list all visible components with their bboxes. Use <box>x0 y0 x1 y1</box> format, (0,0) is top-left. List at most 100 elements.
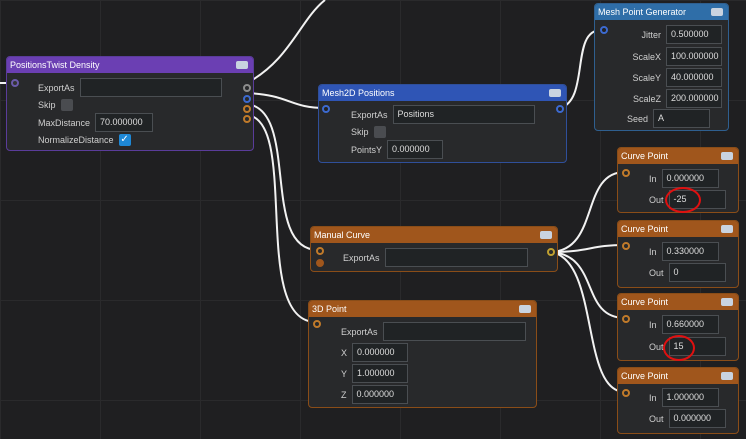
wire <box>246 0 326 84</box>
jitter-input[interactable]: 0.500000 <box>666 25 722 44</box>
comment-icon[interactable] <box>721 372 733 380</box>
jitter-label: Jitter <box>641 29 661 40</box>
skip-checkbox[interactable] <box>60 99 73 111</box>
x-label: X <box>341 347 348 358</box>
in-label: In <box>649 392 657 403</box>
export-as-input[interactable] <box>79 78 222 97</box>
export-as-input[interactable] <box>384 248 528 267</box>
input-port[interactable] <box>322 105 330 113</box>
z-label: Z <box>341 389 347 400</box>
out-label: Out <box>649 413 664 424</box>
node-header[interactable]: Curve Point <box>618 221 738 237</box>
comment-icon[interactable] <box>519 305 531 313</box>
out-label: Out <box>649 267 664 278</box>
node-header[interactable]: Mesh Point Generator <box>595 4 728 20</box>
comment-icon[interactable] <box>711 8 723 16</box>
node-header[interactable]: 3D Point <box>309 301 536 317</box>
scale-y-label: ScaleY <box>632 72 661 83</box>
export-as-label: ExportAs <box>351 109 388 120</box>
comment-icon[interactable] <box>721 298 733 306</box>
node-header[interactable]: Curve Point <box>618 294 738 310</box>
z-input[interactable]: 0.000000 <box>351 385 408 404</box>
output-port[interactable] <box>243 115 251 123</box>
export-as-input[interactable] <box>382 322 526 341</box>
input-port[interactable] <box>622 389 630 397</box>
node-header[interactable]: PositionsTwist Density <box>7 57 253 73</box>
max-distance-label: MaxDistance <box>38 117 91 128</box>
out-label: Out <box>649 341 664 352</box>
input-port[interactable] <box>622 242 630 250</box>
comment-icon[interactable] <box>721 152 733 160</box>
scale-x-input[interactable]: 100.000000 <box>666 47 722 66</box>
comment-icon[interactable] <box>236 61 248 69</box>
node-title: Curve Point <box>621 151 669 161</box>
seed-input[interactable]: A <box>653 109 710 128</box>
node-header[interactable]: Mesh2D Positions <box>319 85 566 101</box>
output-port[interactable] <box>243 95 251 103</box>
export-as-input[interactable]: Positions <box>392 105 535 124</box>
wire <box>550 244 626 253</box>
comment-icon[interactable] <box>540 231 552 239</box>
normalize-distance-checkbox[interactable]: ✓ <box>118 134 131 146</box>
out-label: Out <box>649 194 664 205</box>
input-port[interactable] <box>622 169 630 177</box>
node-title: Mesh2D Positions <box>322 88 395 98</box>
scale-z-input[interactable]: 200.000000 <box>666 89 722 108</box>
node-curve-point[interactable]: Curve Point In 1.000000 Out 0.000000 <box>617 367 739 434</box>
seed-label: Seed <box>626 113 648 124</box>
in-label: In <box>649 319 657 330</box>
wire <box>550 171 626 253</box>
comment-icon[interactable] <box>549 89 561 97</box>
in-label: In <box>649 246 657 257</box>
skip-label: Skip <box>351 127 369 137</box>
points-y-input[interactable]: 0.000000 <box>387 140 444 159</box>
y-label: Y <box>341 368 348 379</box>
x-input[interactable]: 0.000000 <box>352 343 409 362</box>
node-title: Curve Point <box>621 371 669 381</box>
node-title: Manual Curve <box>314 230 371 240</box>
annotation-circle <box>663 335 695 361</box>
in-input[interactable]: 0.330000 <box>661 242 719 261</box>
comment-icon[interactable] <box>721 225 733 233</box>
wire <box>246 114 317 323</box>
skip-label: Skip <box>38 100 56 110</box>
node-mesh-point-generator[interactable]: Mesh Point Generator Jitter 0.500000 Scal… <box>594 3 729 131</box>
wire <box>550 251 626 393</box>
scale-y-input[interactable]: 40.000000 <box>666 68 722 87</box>
output-port[interactable] <box>243 105 251 113</box>
skip-checkbox[interactable] <box>373 126 386 138</box>
y-input[interactable]: 1.000000 <box>352 364 409 383</box>
input-port[interactable] <box>316 259 324 267</box>
input-port[interactable] <box>11 79 19 87</box>
wire <box>559 29 602 109</box>
node-mesh2d-positions[interactable]: Mesh2D Positions ExportAs Positions Skip … <box>318 84 567 163</box>
out-input[interactable]: 0 <box>668 263 726 282</box>
export-as-label: ExportAs <box>341 326 378 337</box>
node-curve-point[interactable]: Curve Point In 0.330000 Out 0 <box>617 220 739 288</box>
input-port[interactable] <box>600 26 608 34</box>
node-header[interactable]: Manual Curve <box>311 227 557 243</box>
output-port[interactable] <box>556 105 564 113</box>
node-title: Curve Point <box>621 297 669 307</box>
out-input[interactable]: 0.000000 <box>668 409 726 428</box>
input-port[interactable] <box>316 247 324 255</box>
input-port[interactable] <box>313 320 321 328</box>
output-port[interactable] <box>547 248 555 256</box>
node-title: 3D Point <box>312 304 347 314</box>
node-title: PositionsTwist Density <box>10 60 100 70</box>
output-port[interactable] <box>243 84 251 92</box>
scale-x-label: ScaleX <box>632 51 661 62</box>
node-header[interactable]: Curve Point <box>618 148 738 164</box>
points-y-label: PointsY <box>351 144 383 155</box>
max-distance-input[interactable]: 70.000000 <box>95 113 154 132</box>
input-port[interactable] <box>622 315 630 323</box>
wire <box>246 92 326 109</box>
in-input[interactable]: 1.000000 <box>661 388 719 407</box>
in-input[interactable]: 0.000000 <box>661 169 719 188</box>
node-manual-curve[interactable]: Manual Curve ExportAs <box>310 226 558 272</box>
in-input[interactable]: 0.660000 <box>661 315 719 334</box>
node-positions-twist-density[interactable]: PositionsTwist Density ExportAs Skip Max… <box>6 56 254 151</box>
node-header[interactable]: Curve Point <box>618 368 738 384</box>
